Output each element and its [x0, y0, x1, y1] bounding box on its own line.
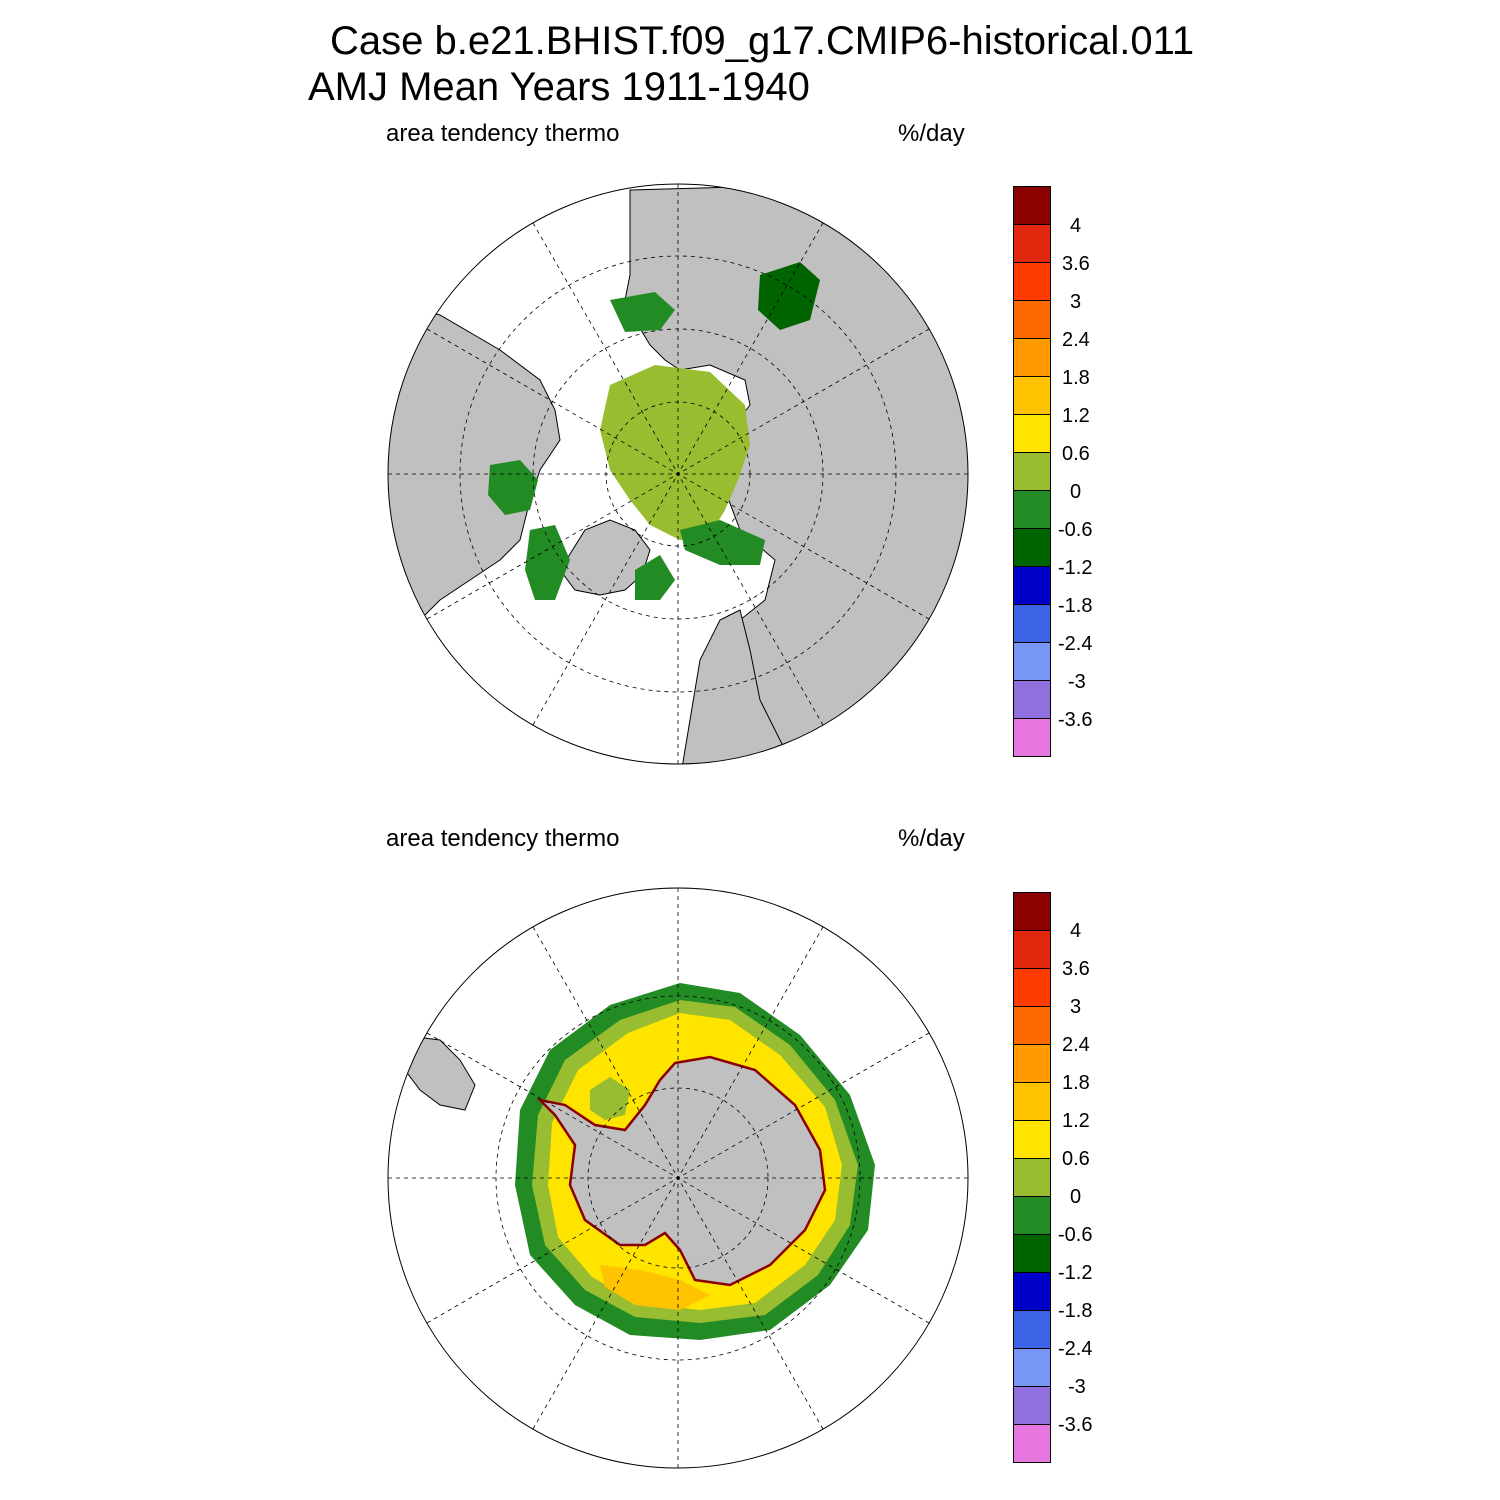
south-polar-map	[387, 887, 969, 1469]
south-colorbar-tick: 0.6	[1062, 1148, 1090, 1170]
north-polar-map	[387, 183, 969, 765]
north-colorbar-tick: -1.2	[1058, 557, 1093, 579]
north-ice-labrador	[525, 525, 570, 600]
north-colorbar-swatch	[1014, 263, 1050, 301]
north-colorbar-tick: 0.6	[1062, 443, 1090, 465]
south-graticule	[388, 888, 968, 1468]
north-ice-arctic-basin	[600, 365, 750, 540]
south-colorbar-tick: 0	[1070, 1186, 1082, 1208]
south-colorbar-swatch	[1014, 893, 1050, 931]
north-colorbar-tick: 2.4	[1062, 329, 1090, 351]
north-colorbar-tick: -1.8	[1058, 595, 1093, 617]
north-ice-bering	[610, 292, 675, 332]
south-colorbar-swatch	[1014, 931, 1050, 969]
south-colorbar-swatch	[1014, 1425, 1050, 1462]
south-colorbar-swatch	[1014, 1007, 1050, 1045]
north-colorbar-swatch	[1014, 567, 1050, 605]
north-colorbar-tick: 4	[1070, 215, 1082, 237]
south-land-south-america	[399, 1034, 476, 1111]
panel-south-variable-label: area tendency thermo	[386, 825, 620, 852]
north-colorbar-swatch	[1014, 339, 1050, 377]
panel-north-units-label: %/day	[898, 120, 965, 147]
north-map-border	[387, 183, 969, 765]
north-ice-barents	[680, 520, 765, 565]
south-colorbar-tick: -3.6	[1058, 1414, 1093, 1436]
north-colorbar-swatch	[1014, 643, 1050, 681]
south-colorbar-tick: -1.8	[1058, 1300, 1093, 1322]
north-colorbar-swatch	[1014, 415, 1050, 453]
north-colorbar-tick: -3	[1068, 671, 1086, 693]
north-colorbar-tick: -2.4	[1058, 633, 1093, 655]
north-colorbar-tick: 3.6	[1062, 253, 1090, 275]
south-colorbar-swatch	[1014, 1045, 1050, 1083]
figure-title-case: Case b.e21.BHIST.f09_g17.CMIP6-historica…	[330, 19, 1195, 63]
north-colorbar-swatch	[1014, 453, 1050, 491]
north-colorbar	[1013, 186, 1051, 757]
south-ice-ross-patch	[600, 1265, 710, 1310]
south-colorbar-swatch	[1014, 1311, 1050, 1349]
south-colorbar-swatch	[1014, 1197, 1050, 1235]
north-colorbar-swatch	[1014, 187, 1050, 225]
south-colorbar-tick: 3.6	[1062, 958, 1090, 980]
south-colorbar-tick: 1.8	[1062, 1072, 1090, 1094]
north-colorbar-tick: -0.6	[1058, 519, 1093, 541]
south-colorbar-swatch	[1014, 1159, 1050, 1197]
south-colorbar-swatch	[1014, 1083, 1050, 1121]
north-colorbar-swatch	[1014, 681, 1050, 719]
south-colorbar-swatch	[1014, 1349, 1050, 1387]
south-colorbar-tick: -3	[1068, 1376, 1086, 1398]
south-colorbar-tick: 2.4	[1062, 1034, 1090, 1056]
panel-south-units-label: %/day	[898, 825, 965, 852]
south-colorbar-swatch	[1014, 1273, 1050, 1311]
north-colorbar-swatch	[1014, 225, 1050, 263]
panel-north-variable-label: area tendency thermo	[386, 120, 620, 147]
south-colorbar-tick: 1.2	[1062, 1110, 1090, 1132]
north-ice-okhotsk	[758, 262, 820, 330]
north-colorbar-tick: 3	[1070, 291, 1082, 313]
south-map-border	[387, 887, 969, 1469]
figure-title-season: AMJ Mean Years 1911-1940	[308, 65, 810, 109]
north-colorbar-tick: 1.2	[1062, 405, 1090, 427]
north-colorbar-swatch	[1014, 529, 1050, 567]
south-colorbar	[1013, 892, 1051, 1463]
north-ice-east-greenland	[635, 555, 675, 600]
north-colorbar-tick: 1.8	[1062, 367, 1090, 389]
south-colorbar-tick: 3	[1070, 996, 1082, 1018]
south-colorbar-tick: -0.6	[1058, 1224, 1093, 1246]
north-colorbar-swatch	[1014, 719, 1050, 756]
north-land-greenland	[559, 519, 651, 596]
south-colorbar-tick: -2.4	[1058, 1338, 1093, 1360]
south-colorbar-swatch	[1014, 1121, 1050, 1159]
south-colorbar-tick: -1.2	[1058, 1262, 1093, 1284]
south-colorbar-swatch	[1014, 969, 1050, 1007]
north-colorbar-swatch	[1014, 491, 1050, 529]
north-colorbar-swatch	[1014, 301, 1050, 339]
north-colorbar-swatch	[1014, 377, 1050, 415]
north-graticule	[388, 184, 968, 764]
north-colorbar-tick: 0	[1070, 481, 1082, 503]
south-colorbar-swatch	[1014, 1235, 1050, 1273]
south-colorbar-swatch	[1014, 1387, 1050, 1425]
north-colorbar-swatch	[1014, 605, 1050, 643]
north-colorbar-tick: -3.6	[1058, 709, 1093, 731]
south-colorbar-tick: 4	[1070, 920, 1082, 942]
